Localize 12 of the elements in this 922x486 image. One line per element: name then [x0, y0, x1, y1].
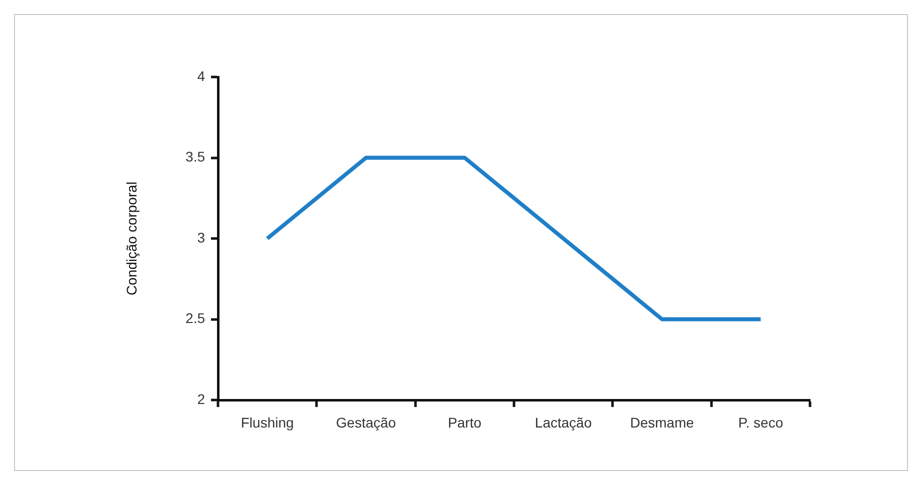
y-tick-label: 4 [197, 68, 206, 84]
x-tick-label: Lactação [534, 414, 592, 430]
y-tick-label: 2 [197, 390, 206, 407]
y-tick-label: 3 [197, 229, 206, 246]
y-axis-title: Condição corporal [123, 182, 140, 296]
x-tick-label: Desmame [630, 414, 694, 430]
x-tick-label: Gestação [336, 414, 396, 430]
y-tick-label: 3.5 [186, 148, 206, 165]
x-tick-label: P. seco [738, 414, 784, 430]
x-tick-label: Flushing [240, 414, 294, 430]
x-tick-label: Parto [448, 414, 482, 430]
y-tick-label: 2.5 [186, 310, 206, 326]
